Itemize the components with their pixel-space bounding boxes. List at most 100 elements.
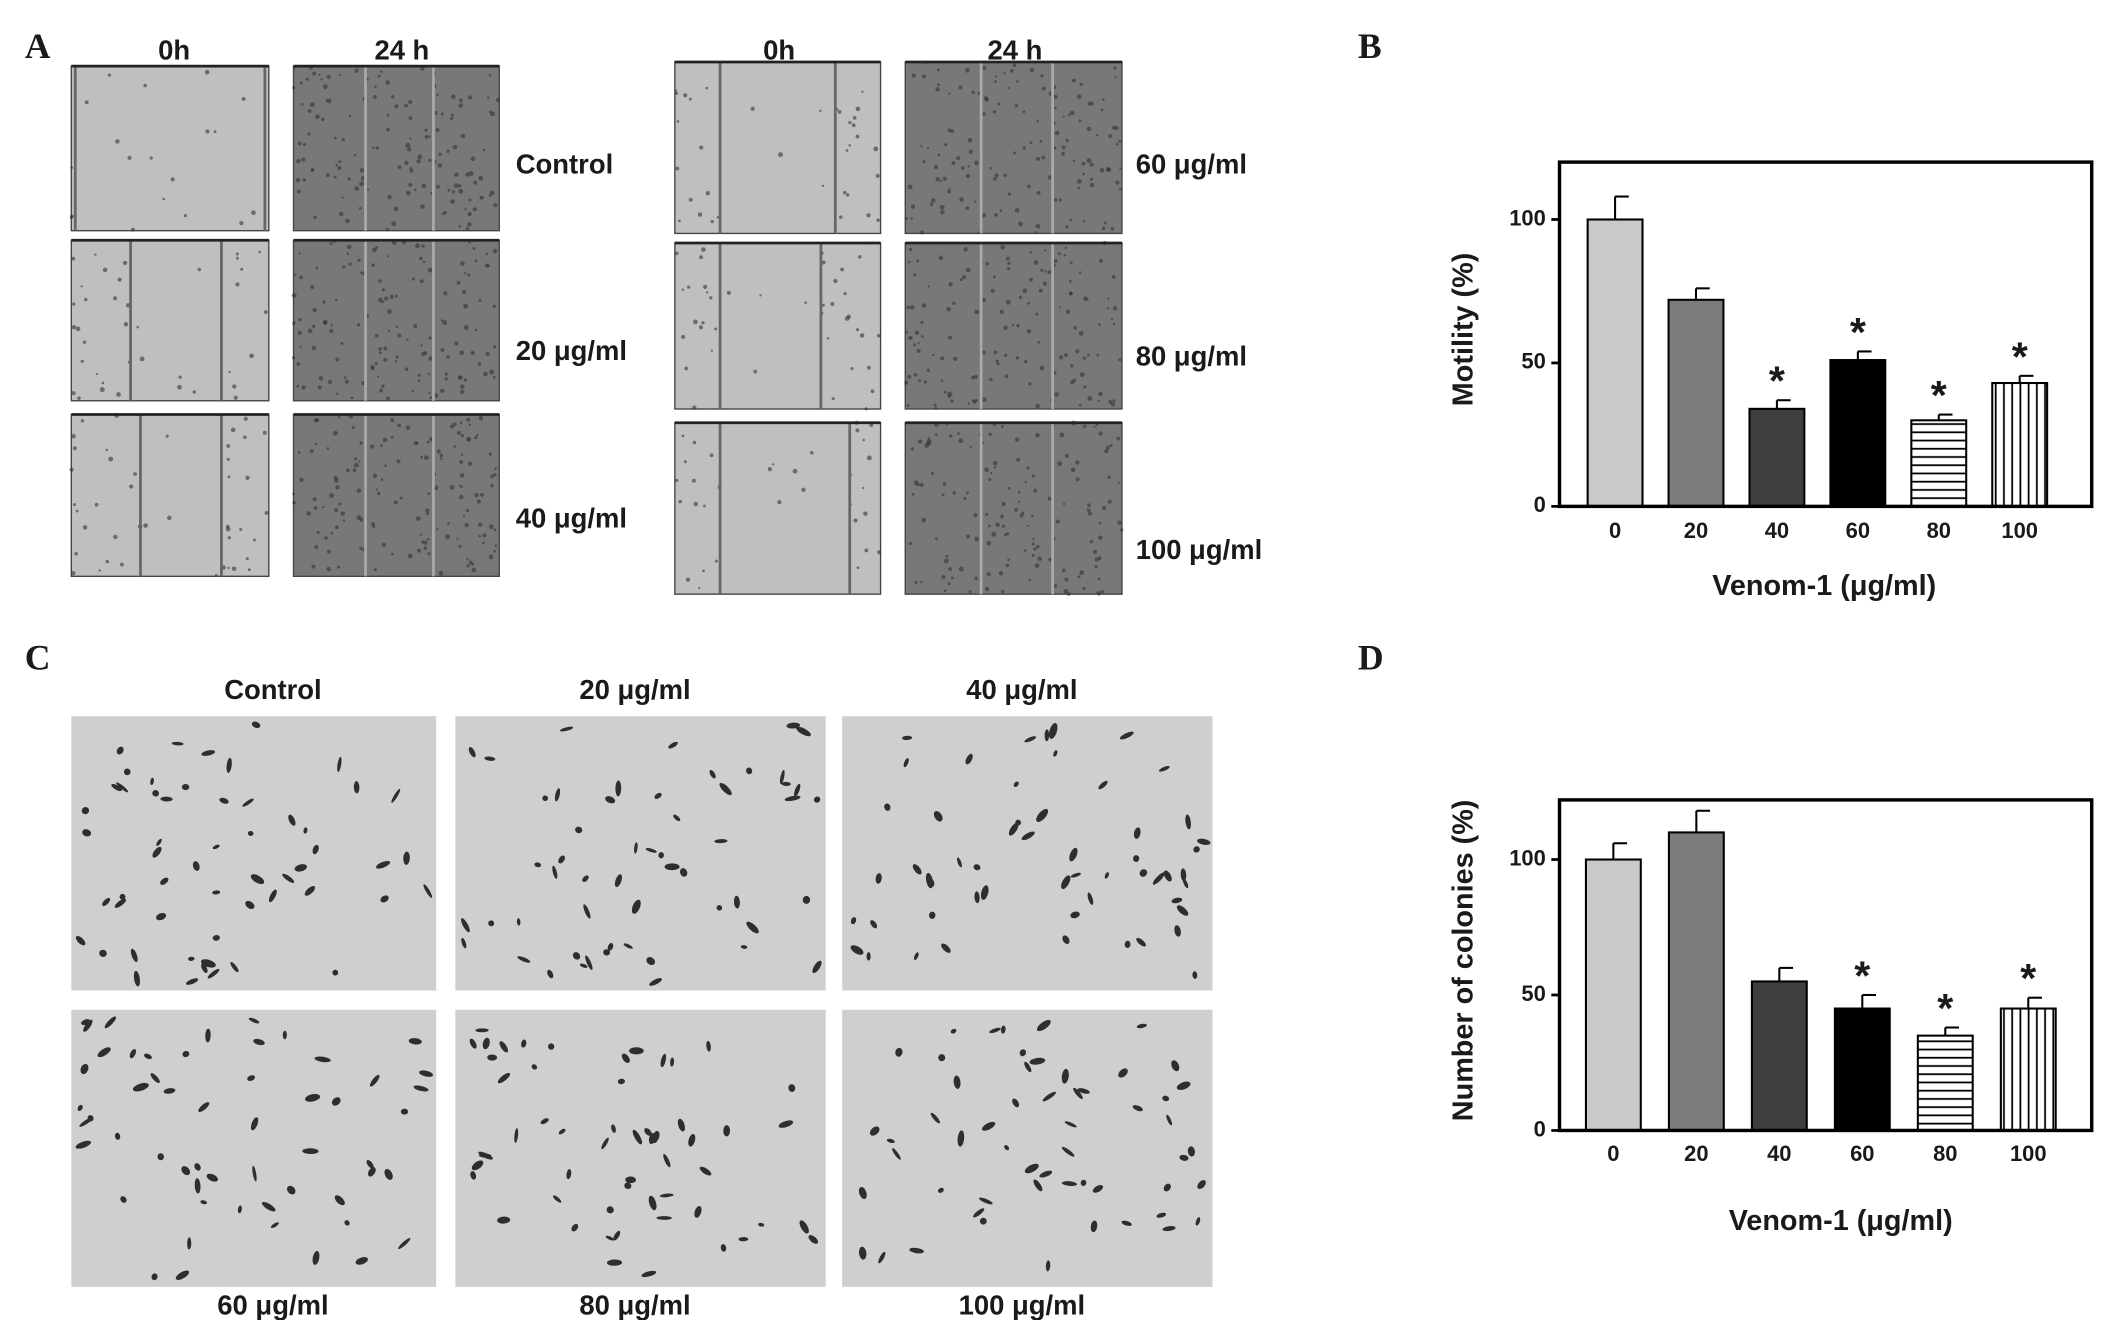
- colony-cell: [714, 839, 728, 844]
- cell: [998, 571, 1004, 576]
- cell: [1073, 78, 1077, 82]
- colony-cell: [892, 1148, 901, 1160]
- cell: [866, 455, 872, 461]
- cell: [446, 355, 450, 359]
- colony-cell: [1045, 1260, 1051, 1272]
- colony-cell: [163, 1088, 176, 1094]
- cell: [1031, 553, 1035, 557]
- cell: [958, 85, 963, 90]
- cell: [821, 184, 825, 187]
- cell: [458, 544, 462, 548]
- cell: [1102, 98, 1105, 101]
- micrograph: [292, 64, 500, 232]
- cell: [691, 478, 696, 483]
- cell: [853, 518, 858, 523]
- cell: [1075, 349, 1080, 354]
- cell: [80, 419, 85, 423]
- cell: [1044, 270, 1048, 273]
- colony-cell: [288, 814, 296, 826]
- cell: [105, 448, 109, 452]
- cell: [436, 528, 439, 531]
- colony-cell: [83, 1019, 93, 1032]
- cell: [390, 418, 395, 423]
- cell: [1113, 66, 1117, 70]
- cell: [481, 541, 485, 545]
- cell: [839, 215, 843, 219]
- cell: [692, 405, 697, 410]
- cell: [1098, 535, 1103, 540]
- cell: [405, 425, 411, 430]
- cell: [456, 280, 461, 285]
- cell: [831, 397, 835, 401]
- cell: [335, 357, 340, 362]
- cell: [408, 100, 413, 104]
- colony-cell: [895, 1047, 903, 1057]
- colony-cell: [723, 1125, 731, 1137]
- cell: [1053, 106, 1057, 110]
- cell: [424, 135, 429, 139]
- cell: [947, 189, 952, 194]
- cell: [291, 356, 296, 360]
- cell: [941, 574, 946, 580]
- cell: [974, 536, 980, 542]
- colony-cell: [175, 1270, 190, 1280]
- cell: [1007, 267, 1011, 271]
- cell: [850, 367, 854, 371]
- colony-cell: [1042, 1091, 1056, 1102]
- bar: [1586, 218, 1644, 508]
- cell: [113, 534, 118, 540]
- cell: [913, 343, 917, 347]
- cell: [354, 457, 358, 461]
- cell: [378, 351, 382, 355]
- cell: [347, 177, 351, 181]
- colony-cell: [941, 943, 951, 953]
- cell: [333, 136, 337, 140]
- cell: [397, 333, 402, 338]
- cell: [848, 144, 852, 147]
- cell: [239, 221, 244, 226]
- image-bg: [455, 1009, 826, 1287]
- cell: [317, 385, 322, 390]
- cell: [1001, 589, 1005, 594]
- colony-cell: [152, 846, 162, 858]
- colony-cell: [1180, 868, 1187, 882]
- micrograph: [674, 420, 882, 595]
- cell: [1040, 74, 1044, 78]
- cell: [693, 501, 699, 507]
- cell: [98, 569, 101, 572]
- cell: [411, 390, 414, 393]
- cell: [908, 247, 913, 252]
- cell: [1061, 151, 1065, 156]
- colony-cell: [1166, 1114, 1173, 1126]
- cell: [313, 418, 319, 423]
- colony-cell: [548, 1043, 555, 1050]
- significance-marker: *: [1850, 309, 1866, 355]
- colony-cell: [81, 1019, 91, 1025]
- cell: [473, 180, 478, 185]
- cell: [235, 252, 239, 256]
- bar: [1916, 1034, 1974, 1132]
- cell: [492, 375, 496, 379]
- cell: [390, 435, 394, 439]
- colony-cell: [102, 897, 111, 907]
- cell: [74, 551, 78, 556]
- cell: [1063, 588, 1069, 594]
- cell: [1087, 353, 1090, 357]
- cell: [340, 511, 345, 516]
- colony-cell: [1024, 736, 1037, 743]
- colony-cell: [645, 847, 657, 853]
- cell: [378, 279, 382, 283]
- colony-cell: [531, 1064, 538, 1070]
- cell: [904, 381, 908, 385]
- cell: [213, 130, 217, 134]
- cell: [478, 175, 484, 181]
- cell: [428, 158, 432, 162]
- cell: [1069, 110, 1075, 116]
- cell: [960, 166, 965, 170]
- cell: [1095, 133, 1099, 137]
- cell: [1069, 218, 1073, 222]
- colony-cell: [114, 898, 127, 908]
- cell: [875, 173, 880, 178]
- cell: [1014, 208, 1020, 213]
- cell: [1083, 296, 1088, 301]
